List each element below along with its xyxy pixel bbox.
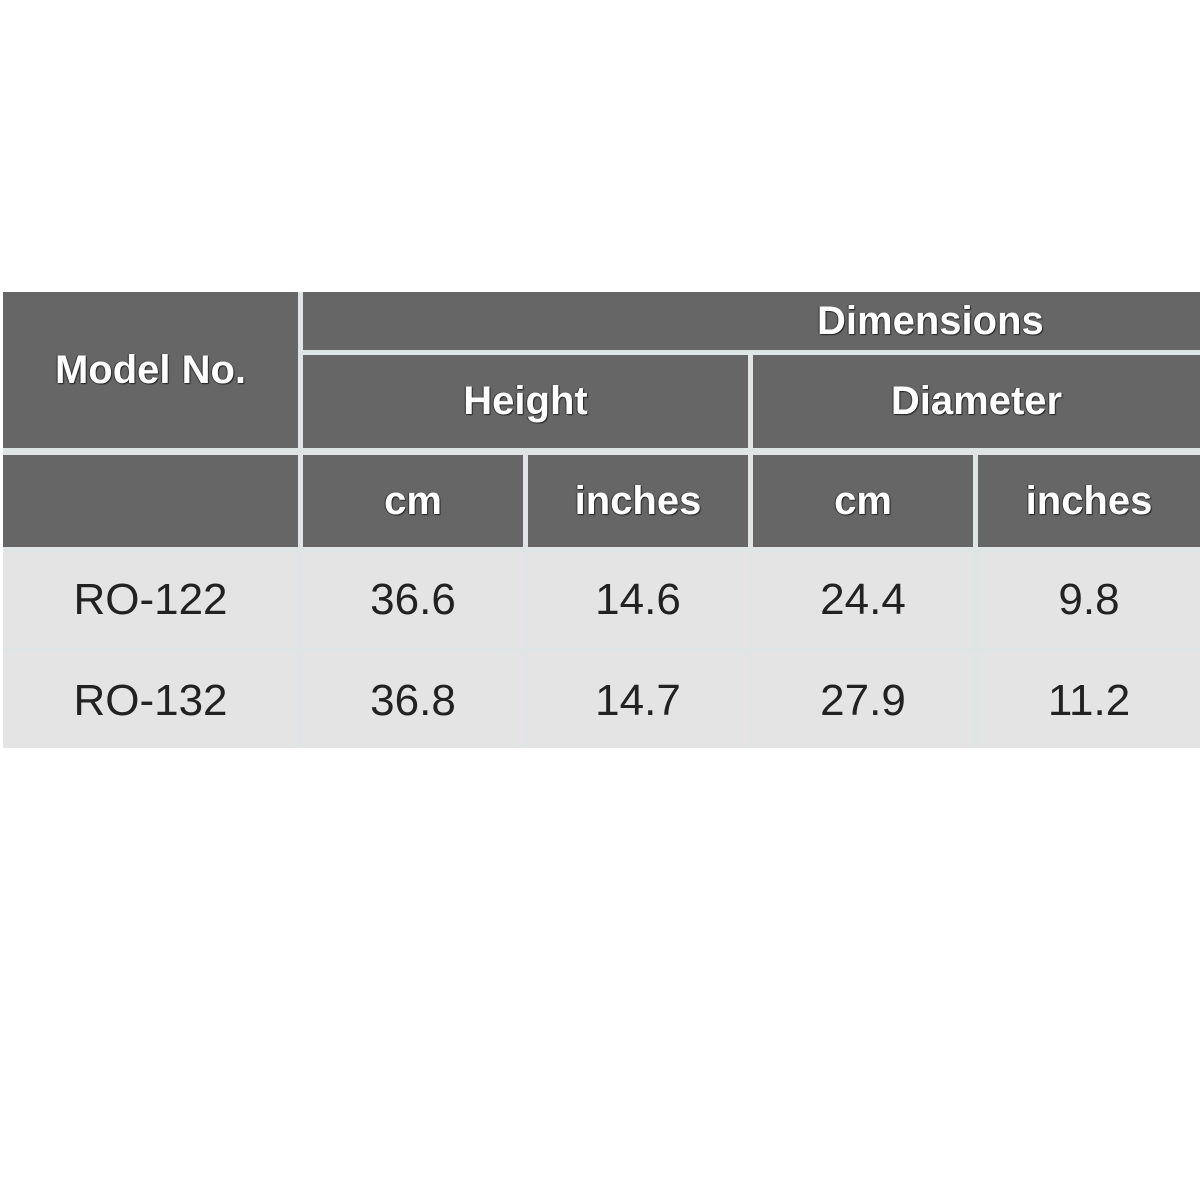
data-cell: 14.7 <box>528 653 748 748</box>
header-cell: cm <box>753 455 973 547</box>
data-cell: 36.8 <box>303 653 523 748</box>
header-cell: cm <box>303 455 523 547</box>
dimensions-table: Model No. Dimensions Height Diameter cm inche… <box>3 292 1200 748</box>
header-cell <box>3 455 298 547</box>
header-cell: Dimensions <box>303 292 1200 350</box>
header-cell: Diameter <box>753 355 1200 448</box>
data-cell: RO-132 <box>3 653 298 748</box>
data-cell: 27.9 <box>753 653 973 748</box>
data-cell: 36.6 <box>303 552 523 648</box>
header-cell: inches <box>978 455 1200 547</box>
header-cell: Height <box>303 355 748 448</box>
data-cell: 9.8 <box>978 552 1200 648</box>
header-cell: Model No. <box>3 292 298 448</box>
data-cell: 11.2 <box>978 653 1200 748</box>
data-cell: 24.4 <box>753 552 973 648</box>
data-cell: RO-122 <box>3 552 298 648</box>
header-cell: inches <box>528 455 748 547</box>
data-cell: 14.6 <box>528 552 748 648</box>
